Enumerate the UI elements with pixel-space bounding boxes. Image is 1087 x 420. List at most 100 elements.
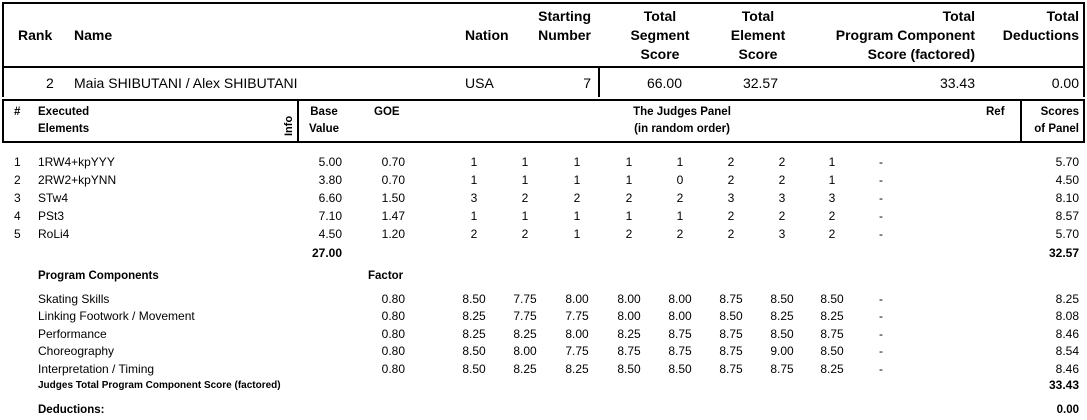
judge-score: 7.75 [513,309,537,323]
element-base-value: 7.10 [318,209,342,223]
judge-score: 0 [676,173,684,187]
starting-number-header: Starting Number [538,8,591,43]
judge-score: 2 [625,191,633,205]
judge-score: 2 [778,173,786,187]
judge-score: 2 [727,209,735,223]
judge-score: 8.00 [565,292,589,306]
element-panel-score: 4.50 [1055,173,1079,187]
element-number: 2 [14,173,21,187]
judge-score: 7.75 [513,292,537,306]
component-name: Interpretation / Timing [38,362,155,376]
judge-score: 1 [625,155,633,169]
component-panel-score: 8.46 [1055,362,1079,376]
judge-score: 8.50 [462,344,486,358]
element-number: 4 [14,209,21,223]
element-code: STw4 [38,191,69,205]
judge-score: 8.25 [462,327,486,341]
judge-score: 8.00 [668,292,692,306]
judge-score: 3 [828,191,836,205]
total-segment-score-value: 66.00 [646,75,682,91]
element-base-value: 3.80 [318,173,342,187]
judge-score: 2 [625,227,633,241]
component-ref: - [879,344,883,358]
total-deductions-header: Total Deductions [1002,8,1079,43]
judge-score: 8.50 [617,362,641,376]
judge-score: 8.50 [462,362,486,376]
judge-score: 7.75 [565,309,589,323]
judge-score: 8.75 [719,362,743,376]
judge-score: 1 [625,173,633,187]
element-goe: 0.70 [381,173,405,187]
component-panel-score: 8.54 [1055,344,1079,358]
component-factor: 0.80 [381,362,405,376]
judge-score: 8.50 [719,309,743,323]
element-ref: - [879,227,883,241]
judge-score: 2 [778,155,786,169]
component-factor: 0.80 [381,292,405,306]
judge-score: 8.50 [668,362,692,376]
judge-score: 8.75 [719,327,743,341]
element-code: RoLi4 [38,227,70,241]
factor-header: Factor [368,270,404,282]
element-goe: 1.47 [381,209,405,223]
component-factor: 0.80 [381,327,405,341]
element-goe: 1.20 [381,227,405,241]
judge-score: 1 [828,173,836,187]
judge-score: 2 [727,227,735,241]
element-number: 3 [14,191,21,205]
judge-score: 8.50 [770,292,794,306]
judge-score: 1 [625,209,633,223]
name-header: Name [74,27,113,43]
judge-score: 2 [521,191,529,205]
judge-score: 2 [676,227,684,241]
component-name: Performance [38,327,107,341]
component-panel-score: 8.08 [1055,309,1079,323]
deductions-label: Deductions: [38,404,105,416]
element-number: 1 [14,155,21,169]
judge-score: 8.50 [770,327,794,341]
judge-score: 3 [778,227,786,241]
judge-score: 2 [727,155,735,169]
elements-score-total: 32.57 [1048,246,1079,260]
base-value-header: Base Value [308,106,340,135]
component-name: Linking Footwork / Movement [38,309,195,323]
component-name: Choreography [38,344,115,358]
judge-score: 1 [676,209,684,223]
total-segment-score-header: Total Segment Score [630,8,690,62]
executed-elements-header: Executed Elements [38,106,90,135]
judge-score: 8.75 [719,292,743,306]
judge-score: 2 [573,191,581,205]
info-column-header: Info [283,115,295,136]
scores-of-panel-header: Scores of Panel [1034,106,1079,135]
judge-score: 2 [727,173,735,187]
judge-score: 8.25 [462,309,486,323]
judge-score: 8.50 [820,344,844,358]
judge-score: 8.75 [719,344,743,358]
judge-score: 9.00 [770,344,794,358]
starting-number-value: 7 [583,75,591,91]
element-ref: - [879,191,883,205]
element-panel-score: 5.70 [1055,155,1079,169]
judge-score: 1 [676,155,684,169]
rank-value: 2 [46,75,54,91]
judge-score: 2 [521,227,529,241]
judge-score: 8.25 [820,362,844,376]
component-factor: 0.80 [381,344,405,358]
judge-score: 8.00 [668,309,692,323]
total-element-score-value: 32.57 [742,75,778,91]
element-base-value: 5.00 [318,155,342,169]
element-code: 2RW2+kpYNN [38,173,117,187]
judge-score: 7.75 [565,344,589,358]
judge-score: 2 [470,227,478,241]
element-code: 1RW4+kpYYY [38,155,115,169]
component-ref: - [879,327,883,341]
judge-score: 2 [778,209,786,223]
judge-score: 3 [778,191,786,205]
component-ref: - [879,309,883,323]
judge-score: 8.25 [513,327,537,341]
element-code: PSt3 [38,209,65,223]
nation-header: Nation [465,27,509,43]
judges-total-pcs-label: Judges Total Program Component Score (fa… [38,380,281,391]
component-ref: - [879,362,883,376]
skater-name: Maia SHIBUTANI / Alex SHIBUTANI [74,75,298,91]
